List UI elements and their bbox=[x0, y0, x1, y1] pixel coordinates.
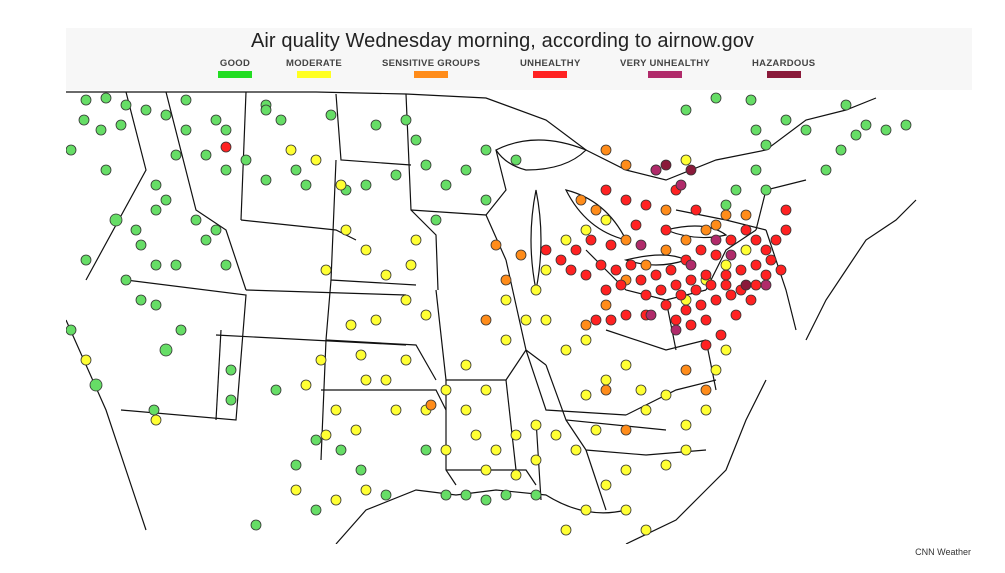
moderate-markers bbox=[80, 144, 752, 536]
state-borders bbox=[66, 91, 917, 544]
map-credit: CNN Weather bbox=[915, 547, 971, 557]
legend-item-unhealthy: UNHEALTHY bbox=[520, 58, 581, 78]
good-markers bbox=[66, 92, 912, 531]
very-unhealthy-markers bbox=[635, 164, 772, 336]
legend-label-unhealthy: UNHEALTHY bbox=[520, 58, 581, 69]
sensitive-groups-markers bbox=[425, 144, 752, 436]
unhealthy-markers bbox=[220, 141, 792, 351]
map-title: Air quality Wednesday morning, according… bbox=[250, 30, 755, 52]
legend-item-moderate: MODERATE bbox=[286, 58, 342, 78]
legend-swatch-hazardous bbox=[766, 71, 801, 78]
legend-label-moderate: MODERATE bbox=[286, 58, 343, 69]
legend-label-good: GOOD bbox=[219, 58, 251, 69]
legend-item-sensitive: SENSITIVE GROUPS bbox=[382, 58, 480, 78]
legend-swatch-good bbox=[218, 71, 252, 78]
legend-label-sensitive: SENSITIVE GROUPS bbox=[382, 58, 481, 69]
legend-label-very-unhealthy: VERY UNHEALTHY bbox=[620, 58, 711, 69]
air-quality-map bbox=[66, 90, 972, 544]
hazardous-markers bbox=[660, 159, 752, 291]
legend-label-hazardous: HAZARDOUS bbox=[752, 58, 816, 69]
station-markers bbox=[66, 92, 912, 536]
legend-swatch-sensitive bbox=[414, 71, 449, 78]
legend-swatch-very-unhealthy bbox=[648, 71, 683, 78]
legend: GOOD MODERATE SENSITIVE GROUPS UNHEALTHY… bbox=[0, 58, 1005, 82]
legend-swatch-unhealthy bbox=[533, 71, 568, 78]
legend-item-good: GOOD bbox=[218, 58, 252, 78]
legend-item-hazardous: HAZARDOUS bbox=[752, 58, 815, 78]
legend-swatch-moderate bbox=[297, 71, 332, 78]
legend-item-very-unhealthy: VERY UNHEALTHY bbox=[620, 58, 710, 78]
